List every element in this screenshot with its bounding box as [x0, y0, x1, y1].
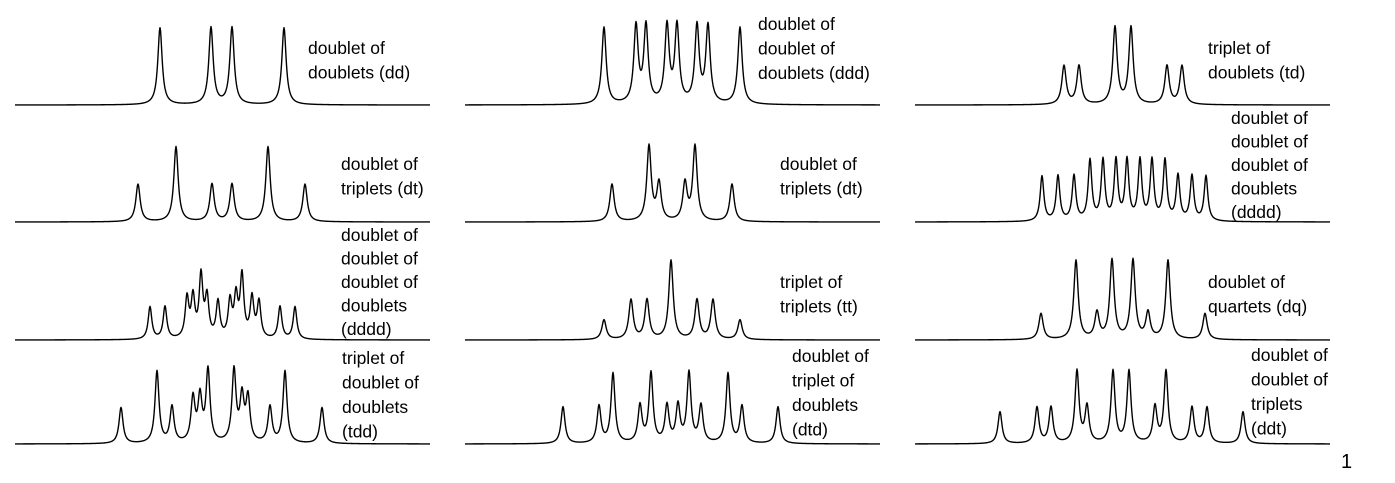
label-line: doublets — [792, 395, 858, 415]
multiplet-label-tt: triplet of triplets (tt) — [780, 272, 858, 317]
multiplet-trace-ddt — [914, 368, 1331, 445]
multiplet-trace-dq — [914, 257, 1331, 341]
multiplet-label-ddd: doublet of doublet of doublets (ddd) — [758, 14, 870, 83]
label-line: doublet of — [341, 249, 418, 269]
label-line: triplets (tt) — [780, 297, 858, 317]
label-line: doublet of — [1251, 370, 1328, 390]
panel-ddd: doublet of doublet of doublets (ddd) — [464, 14, 881, 106]
multiplet-label-dt-middle: doublet of triplets (dt) — [780, 154, 863, 199]
multiplet-label-dq: doublet of quartets (dq) — [1208, 272, 1307, 317]
label-line: doublet of — [308, 38, 385, 58]
label-line: doublet of — [758, 39, 835, 59]
label-line: doublet of — [1231, 108, 1308, 128]
multiplet-label-td: triplet of doublets (td) — [1208, 38, 1305, 83]
label-line: doublets — [341, 296, 407, 316]
multiplet-trace-dddd-left — [14, 268, 431, 341]
label-line: doublet of — [758, 14, 835, 34]
label-line: doublet of — [341, 272, 418, 292]
multiplet-label-dd: doublet of doublets (dd) — [308, 38, 410, 83]
label-line: doublet of — [341, 154, 418, 174]
label-line: triplets — [1251, 394, 1303, 414]
panel-dtd: doublet of triplet of doublets (dtd) — [464, 346, 881, 445]
label-line: doublet of — [1231, 132, 1308, 152]
panel-dt-middle: doublet of triplets (dt) — [464, 143, 881, 223]
label-line: triplet of — [342, 348, 404, 368]
multiplet-label-ddt: doublet of doublet of triplets (ddt) — [1251, 345, 1328, 439]
label-line: doublet of — [1251, 345, 1328, 365]
label-line: triplets (dt) — [780, 179, 863, 199]
label-line: doublet of — [342, 373, 419, 393]
label-line: triplet of — [780, 272, 842, 292]
multiplet-trace-dt-middle — [464, 143, 881, 223]
multiplet-trace-dtd — [464, 369, 881, 445]
label-line: (ddt) — [1251, 419, 1287, 439]
label-line: (dddd) — [341, 319, 392, 339]
label-line: doublets (td) — [1208, 63, 1305, 83]
label-line: (dtd) — [792, 420, 828, 440]
panel-dd: doublet of doublets (dd) — [14, 25, 431, 106]
label-line: doublet of — [1231, 155, 1308, 175]
panel-dq: doublet of quartets (dq) — [914, 257, 1331, 341]
multiplet-label-dtd: doublet of triplet of doublets (dtd) — [792, 346, 869, 440]
label-line: doublet of — [341, 225, 418, 245]
label-line: doublets (ddd) — [758, 63, 870, 83]
label-line: doublet of — [1208, 272, 1285, 292]
label-line: (dddd) — [1231, 202, 1282, 222]
multiplet-trace-td — [914, 24, 1331, 106]
label-line: doublet of — [792, 346, 869, 366]
multiplet-trace-tt — [464, 259, 881, 341]
panel-td: triplet of doublets (td) — [914, 24, 1331, 106]
multiplet-label-dddd-right: doublet of doublet of doublet of doublets (d… — [1231, 108, 1308, 222]
multiplet-label-tdd: triplet of doublet of doublets (tdd) — [342, 348, 419, 442]
label-line: triplet of — [792, 371, 854, 391]
multiplet-trace-dd — [14, 25, 431, 106]
panel-tt: triplet of triplets (tt) — [464, 259, 881, 341]
multiplet-label-dt-left: doublet of triplets (dt) — [341, 154, 424, 199]
multiplet-trace-dddd-right — [914, 155, 1331, 223]
label-line: doublets (dd) — [308, 63, 410, 83]
label-line: doublets — [342, 397, 408, 417]
multiplet-trace-ddd — [464, 19, 881, 106]
label-line: triplet of — [1208, 38, 1270, 58]
multiplet-trace-dt-left — [14, 145, 431, 223]
label-line: doublets — [1231, 179, 1297, 199]
label-line: doublet of — [780, 154, 857, 174]
multiplet-trace-tdd — [14, 364, 431, 445]
panel-dddd-right: doublet of doublet of doublet of doublets (d… — [914, 108, 1331, 223]
panel-dddd-left: doublet of doublet of doublet of doublets (d… — [14, 225, 431, 341]
label-line: quartets (dq) — [1208, 297, 1307, 317]
multiplet-label-dddd-left: doublet of doublet of doublet of doublets (d… — [341, 225, 418, 339]
label-line: triplets (dt) — [341, 179, 424, 199]
panel-dt-left: doublet of triplets (dt) — [14, 145, 431, 223]
page-number: 1 — [1341, 451, 1352, 473]
panel-ddt: doublet of doublet of triplets (ddt) — [914, 345, 1331, 445]
panel-tdd: triplet of doublet of doublets (tdd) — [14, 348, 431, 445]
label-line: (tdd) — [342, 422, 378, 442]
